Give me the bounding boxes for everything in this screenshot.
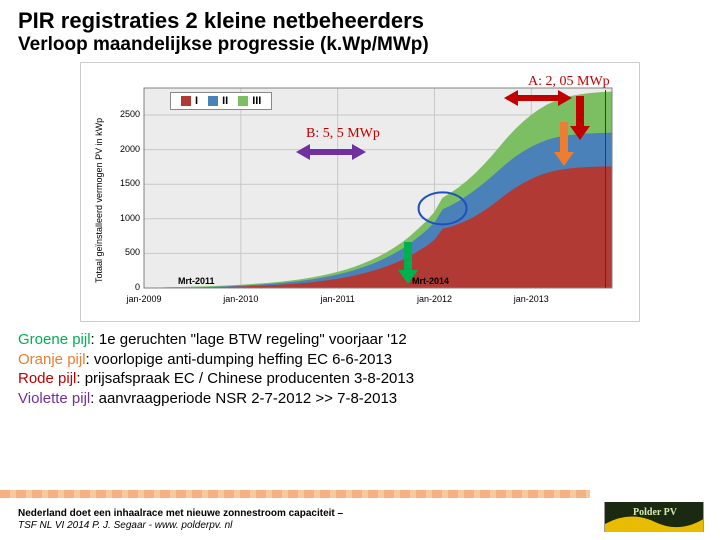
annotation-A: A: 2, 05 MWp — [528, 74, 610, 90]
note-line: Rode pijl: prijsafspraak EC / Chinese pr… — [18, 369, 702, 389]
xtick-label: jan-2009 — [126, 294, 161, 304]
double-arrow-violet — [298, 150, 364, 154]
xtick-label: jan-2010 — [223, 294, 258, 304]
note-text: : aanvraagperiode NSR 2-7-2012 >> 7-8-20… — [90, 390, 397, 407]
decorative-band — [0, 490, 590, 498]
legend-item: III — [238, 95, 261, 107]
note-label: Oranje pijl — [18, 351, 86, 368]
slide: PIR registraties 2 kleine netbeheerders … — [0, 0, 720, 540]
svg-text:Polder PV: Polder PV — [633, 507, 678, 518]
footer-line2: TSF NL VI 2014 P. J. Segaar - www. polde… — [18, 520, 343, 532]
note-label: Rode pijl — [18, 370, 76, 387]
legend-label: I — [195, 95, 198, 107]
footer: Nederland doet een inhaalrace met nieuwe… — [18, 508, 343, 532]
double-arrow-red — [506, 96, 570, 100]
note-text: : prijsafspraak EC / Chinese producenten… — [76, 370, 414, 387]
xtick-label: jan-2012 — [417, 294, 452, 304]
note-line: Oranje pijl: voorlopige anti-dumping hef… — [18, 350, 702, 370]
legend-swatch — [238, 96, 248, 106]
ytick-label: 1500 — [110, 178, 140, 188]
legend-label: II — [222, 95, 228, 107]
note-text: : voorlopige anti-dumping heffing EC 6-6… — [86, 351, 393, 368]
ytick-label: 2000 — [110, 144, 140, 154]
logo: Polder PV — [604, 502, 704, 532]
logo-icon: Polder PV — [605, 502, 703, 532]
chart-area: 0 500 1000 1500 2000 2500 jan-2009 jan-2010 jan-… — [80, 62, 640, 322]
legend-item: I — [181, 95, 198, 107]
ytick-label: 1000 — [110, 213, 140, 223]
legend-item: II — [208, 95, 228, 107]
ytick-label: 0 — [110, 282, 140, 292]
xtick-label: jan-2011 — [320, 294, 354, 304]
chart-legend: IIIIII — [170, 92, 272, 110]
ytick-label: 500 — [110, 247, 140, 257]
footer-line1: Nederland doet een inhaalrace met nieuwe… — [18, 508, 343, 520]
y-axis-label: Totaal geïnstalleerd vermogen PV in kWp — [94, 118, 104, 283]
note-line: Violette pijl: aanvraagperiode NSR 2-7-2… — [18, 389, 702, 409]
vertical-marker — [605, 90, 606, 288]
note-label: Groene pijl — [18, 331, 91, 348]
legend-swatch — [181, 96, 191, 106]
notes-block: Groene pijl: 1e geruchten "lage BTW rege… — [18, 330, 702, 408]
page-subtitle: Verloop maandelijkse progressie (k.Wp/MW… — [18, 34, 702, 56]
xtick-label: jan-2013 — [514, 294, 549, 304]
note-text: : 1e geruchten "lage BTW regeling" voorj… — [91, 331, 407, 348]
legend-label: III — [252, 95, 261, 107]
ytick-label: 2500 — [110, 109, 140, 119]
month-marker: Mrt-2011 — [178, 276, 215, 286]
legend-swatch — [208, 96, 218, 106]
note-line: Groene pijl: 1e geruchten "lage BTW rege… — [18, 330, 702, 350]
page-title: PIR registraties 2 kleine netbeheerders — [18, 8, 702, 34]
annotation-B: B: 5, 5 MWp — [306, 126, 380, 142]
note-label: Violette pijl — [18, 390, 90, 407]
